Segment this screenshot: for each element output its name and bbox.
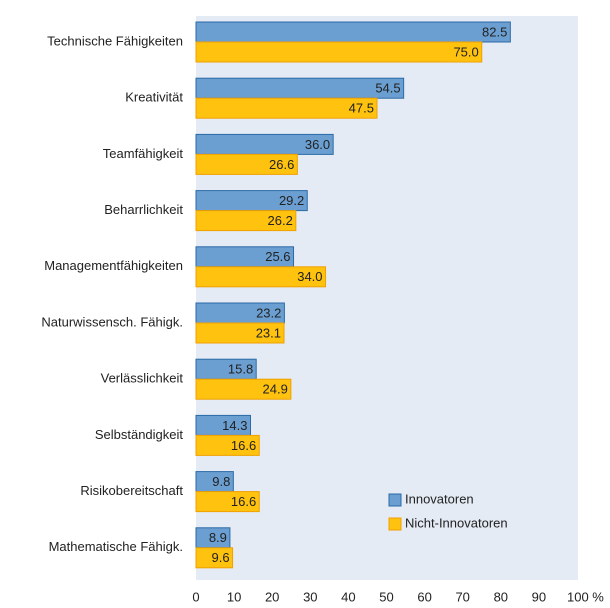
x-tick-label: 60: [417, 589, 431, 604]
category-label: Managementfähigkeiten: [44, 258, 183, 273]
category-label: Technische Fähigkeiten: [47, 33, 183, 48]
x-tick-label: 20: [265, 589, 279, 604]
x-tick-label: 0: [192, 589, 199, 604]
value-label: 34.0: [297, 269, 322, 284]
value-label: 26.6: [269, 157, 294, 172]
legend-label: Nicht-Innovatoren: [405, 515, 508, 530]
x-tick-label: 30: [303, 589, 317, 604]
bar: [195, 266, 327, 288]
category-label: Selbständigkeit: [95, 427, 184, 442]
x-tick-label: 70: [455, 589, 469, 604]
category-label: Risikobereitschaft: [80, 483, 183, 498]
bar: [195, 153, 298, 175]
value-label: 9.8: [212, 474, 230, 489]
bar: [195, 97, 378, 119]
value-label: 26.2: [268, 213, 293, 228]
value-label: 24.9: [263, 382, 288, 397]
value-label: 16.6: [231, 494, 256, 509]
bar: [195, 21, 511, 43]
bar: [195, 491, 260, 513]
value-label: 15.8: [228, 362, 253, 377]
value-label: 54.5: [375, 81, 400, 96]
category-label: Kreativität: [125, 90, 183, 105]
bar: [195, 547, 234, 569]
x-tick-label: 10: [227, 589, 241, 604]
legend-swatch: [388, 517, 402, 531]
value-label: 75.0: [453, 44, 478, 59]
x-tick-label: 50: [379, 589, 393, 604]
value-label: 16.6: [231, 438, 256, 453]
value-label: 8.9: [209, 530, 227, 545]
bar: [195, 434, 260, 456]
value-label: 23.1: [256, 325, 281, 340]
category-label: Beharrlichkeit: [104, 202, 183, 217]
category-label: Naturwissensch. Fähigk.: [41, 314, 183, 329]
x-tick-label: 100 %: [567, 589, 604, 604]
bar: [195, 210, 297, 232]
x-tick-label: 90: [532, 589, 546, 604]
value-label: 25.6: [265, 249, 290, 264]
x-tick-label: 40: [341, 589, 355, 604]
category-label: Mathematische Fähigk.: [49, 539, 183, 554]
bar: [195, 322, 285, 344]
value-label: 36.0: [305, 137, 330, 152]
x-tick-label: 80: [494, 589, 508, 604]
value-label: 23.2: [256, 305, 281, 320]
value-label: 29.2: [279, 193, 304, 208]
value-label: 82.5: [482, 24, 507, 39]
value-label: 9.6: [211, 550, 229, 565]
bar: [195, 378, 292, 400]
category-label: Verlässlichkeit: [101, 371, 184, 386]
value-label: 14.3: [222, 418, 247, 433]
bar: [195, 77, 405, 99]
category-label: Teamfähigkeit: [103, 146, 184, 161]
legend-swatch: [388, 493, 402, 507]
value-label: 47.5: [349, 101, 374, 116]
legend-label: Innovatoren: [405, 491, 474, 506]
bar: [195, 41, 483, 63]
